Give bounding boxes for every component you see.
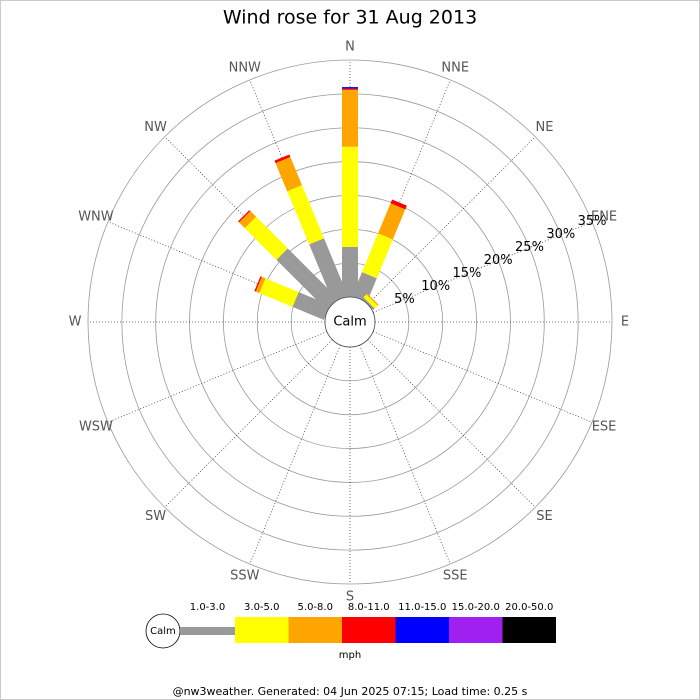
r-tick-label: 5% (394, 292, 415, 307)
direction-label: W (69, 315, 82, 330)
spoke (367, 136, 536, 305)
legend-label: 3.0-5.0 (244, 602, 279, 613)
bar-segment (366, 293, 379, 306)
r-tick-label: 30% (546, 227, 575, 242)
legend-swatch (502, 617, 556, 643)
bar-segment (342, 246, 358, 297)
direction-bar (254, 276, 330, 320)
bar-segment (378, 203, 406, 240)
bar-segment (255, 276, 266, 294)
direction-label: WNW (78, 209, 114, 224)
spoke (372, 331, 593, 423)
bar-segment (275, 156, 302, 192)
direction-label: SE (536, 509, 552, 524)
direction-label: NNE (441, 60, 469, 75)
bar-segment (362, 233, 393, 279)
spoke (372, 221, 593, 313)
legend-label: 15.0-20.0 (452, 602, 500, 613)
legend-swatch (235, 617, 289, 643)
bar-segment (259, 278, 299, 307)
spoke (367, 339, 536, 508)
legend-label: 8.0-11.0 (348, 602, 390, 613)
direction-label: N (345, 40, 355, 55)
legend-swatch (449, 617, 503, 643)
direction-label: SW (145, 509, 166, 524)
grid-ring (87, 59, 613, 585)
r-tick-label: 35% (578, 214, 607, 229)
bar-segment (239, 211, 257, 229)
bar-segment (309, 238, 348, 302)
bar-segment (244, 216, 288, 260)
direction-label: ENE (591, 209, 617, 224)
bar-segment (362, 297, 375, 310)
legend-label: 5.0-8.0 (298, 602, 333, 613)
bar-segment (342, 89, 358, 147)
bar-segment (342, 146, 358, 247)
bar-segment (342, 88, 358, 90)
direction-label: NW (144, 120, 167, 135)
direction-bar (352, 199, 407, 302)
bar-segment (342, 87, 358, 89)
r-tick-label: 25% (515, 240, 544, 255)
direction-label: ESE (592, 420, 617, 435)
legend-label: 20.0-50.0 (505, 602, 553, 613)
chart-title: Wind rose for 31 Aug 2013 (223, 7, 477, 29)
bar-segment (292, 292, 330, 320)
r-tick-label: 10% (421, 279, 450, 294)
bar-segment (363, 294, 378, 309)
legend-calm-label: Calm (150, 626, 176, 637)
direction-label: WSW (79, 420, 113, 435)
legend-swatch (180, 627, 235, 635)
direction-bar (238, 210, 338, 310)
legend-unit: mph (339, 650, 361, 661)
bar-segment (274, 154, 291, 164)
spoke (359, 344, 451, 565)
direction-label: SSE (443, 569, 468, 584)
bar-segment (238, 210, 251, 223)
direction-bar (362, 293, 379, 310)
direction-bar (342, 87, 358, 297)
footer: @nw3weather. Generated: 04 Jun 2025 07:1… (173, 685, 528, 698)
legend-swatch (395, 617, 449, 643)
direction-label: NNW (229, 60, 261, 75)
spoke (249, 344, 341, 565)
legend-swatch (288, 617, 342, 643)
spoke (164, 339, 333, 508)
direction-label: E (621, 315, 629, 330)
bar-segment (352, 272, 377, 302)
spoke (107, 331, 328, 423)
bar-segment (276, 248, 338, 310)
calm-label: Calm (333, 315, 366, 330)
r-tick-label: 20% (484, 253, 513, 268)
r-tick-label: 15% (452, 266, 481, 281)
legend-label: 1.0-3.0 (190, 602, 225, 613)
legend-label: 11.0-15.0 (398, 602, 446, 613)
direction-label: SSW (230, 569, 260, 584)
calm-circle (324, 296, 376, 348)
legend-swatch (342, 617, 396, 643)
bar-segment (390, 199, 407, 210)
bar-segment (287, 185, 324, 245)
direction-label: NE (535, 120, 553, 135)
bar-segment (254, 276, 262, 292)
direction-bar (274, 154, 348, 302)
direction-label: S (346, 590, 354, 605)
